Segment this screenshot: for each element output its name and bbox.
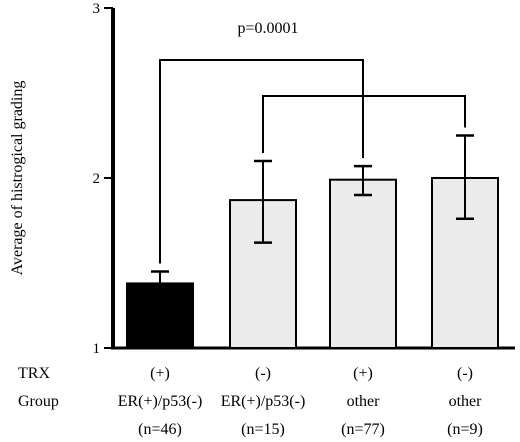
- row-label-group: Group: [18, 393, 59, 410]
- category-n-label-2: (n=15): [241, 421, 285, 437]
- p-value-annotation: p=0.0001: [237, 20, 298, 37]
- comparison-bracket-1: [159, 59, 364, 264]
- row-label-trx: TRX: [18, 365, 50, 382]
- category-trx-label-1: (+): [150, 365, 170, 382]
- category-trx-label-3: (+): [353, 365, 373, 382]
- bar-4: [431, 177, 499, 349]
- comparison-bracket-2: [262, 95, 466, 153]
- category-n-label-1: (n=46): [138, 421, 182, 437]
- category-group-label-1: ER(+)/p53(-): [118, 393, 203, 410]
- y-tick-label-1: 1: [93, 341, 101, 357]
- category-group-label-4: other: [449, 393, 483, 410]
- category-trx-label-4: (-): [457, 365, 473, 382]
- category-group-label-3: other: [347, 393, 381, 410]
- bar-3: [329, 178, 397, 349]
- y-tick-label-3: 3: [93, 1, 101, 17]
- category-n-label-4: (n=9): [447, 421, 483, 437]
- bar-1: [126, 282, 194, 349]
- y-tick-label-2: 2: [93, 171, 101, 187]
- category-group-label-2: ER(+)/p53(-): [221, 393, 306, 410]
- y-axis-label: Average of histrogical grading: [9, 81, 26, 276]
- category-n-label-3: (n=77): [341, 421, 385, 437]
- category-trx-label-2: (-): [255, 365, 271, 382]
